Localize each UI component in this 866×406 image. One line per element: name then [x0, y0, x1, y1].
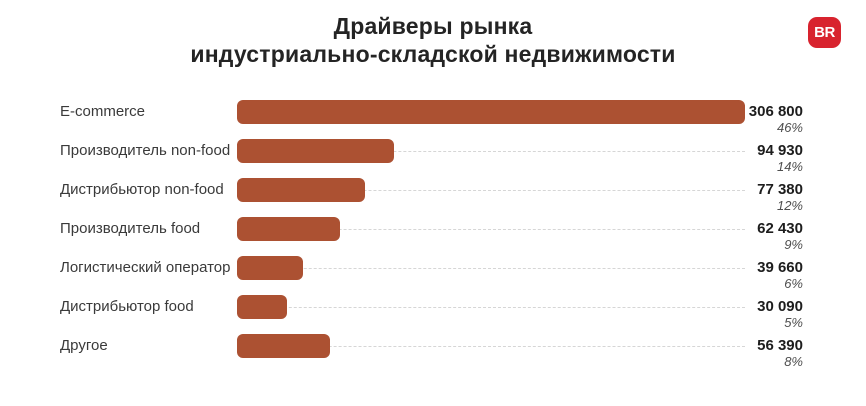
- value-label: 56 390: [757, 336, 803, 354]
- bar-track: [237, 333, 745, 358]
- chart-row: Логистический оператор 39 660 6%: [60, 248, 803, 291]
- bar: [237, 138, 395, 163]
- brand-logo-text: BR: [814, 24, 835, 41]
- row-label: Дистрибьютор non-food: [60, 181, 224, 198]
- row-label: Дистрибьютор food: [60, 298, 194, 315]
- bar: [237, 294, 287, 319]
- percent-label: 5%: [784, 314, 803, 330]
- value-block: 77 380 12%: [757, 181, 803, 213]
- bar: [237, 255, 303, 280]
- value-label: 306 800: [748, 102, 803, 120]
- value-label: 77 380: [757, 180, 803, 198]
- bar-track: [237, 255, 745, 280]
- chart-row: Дистрибьютор non-food 77 380 12%: [60, 170, 803, 213]
- brand-logo: BR: [808, 17, 841, 48]
- value-label: 39 660: [757, 258, 803, 276]
- value-block: 306 800 46%: [749, 103, 803, 135]
- row-label: E-commerce: [60, 103, 146, 120]
- bar: [237, 99, 745, 124]
- bar-track: [237, 99, 745, 124]
- percent-label: 6%: [784, 275, 803, 291]
- row-label: Другое: [60, 337, 108, 354]
- chart-row: Дистрибьютор food 30 090 5%: [60, 287, 803, 330]
- value-label: 94 930: [757, 141, 803, 159]
- bar: [237, 333, 331, 358]
- row-label: Производитель food: [60, 220, 201, 237]
- bar-track: [237, 177, 745, 202]
- chart-row: Производитель non-food 94 930 14%: [60, 131, 803, 174]
- bar-track: [237, 216, 745, 241]
- bar-chart: E-commerce 306 800 46% Производитель non…: [60, 92, 803, 369]
- page-title-line1: Драйверы рынка: [333, 13, 533, 39]
- page-title-line2: индустриально-складской недвижимости: [190, 41, 676, 67]
- value-block: 30 090 5%: [757, 298, 803, 330]
- bar-track: [237, 138, 745, 163]
- row-label: Производитель non-food: [60, 142, 231, 159]
- chart-row: Другое 56 390 8%: [60, 326, 803, 369]
- page-title: Драйверы рынка индустриально-складской н…: [0, 12, 866, 68]
- percent-label: 12%: [776, 197, 803, 213]
- row-label: Логистический оператор: [60, 259, 231, 276]
- percent-label: 46%: [776, 119, 803, 135]
- bar-track: [237, 294, 745, 319]
- percent-label: 14%: [776, 158, 803, 174]
- percent-label: 8%: [784, 353, 803, 369]
- value-label: 30 090: [757, 297, 803, 315]
- bar: [237, 177, 366, 202]
- value-block: 39 660 6%: [757, 259, 803, 291]
- chart-row: E-commerce 306 800 46%: [60, 92, 803, 135]
- percent-label: 9%: [784, 236, 803, 252]
- value-block: 62 430 9%: [757, 220, 803, 252]
- value-label: 62 430: [757, 219, 803, 237]
- chart-row: Производитель food 62 430 9%: [60, 209, 803, 252]
- value-block: 56 390 8%: [757, 337, 803, 369]
- bar: [237, 216, 341, 241]
- value-block: 94 930 14%: [757, 142, 803, 174]
